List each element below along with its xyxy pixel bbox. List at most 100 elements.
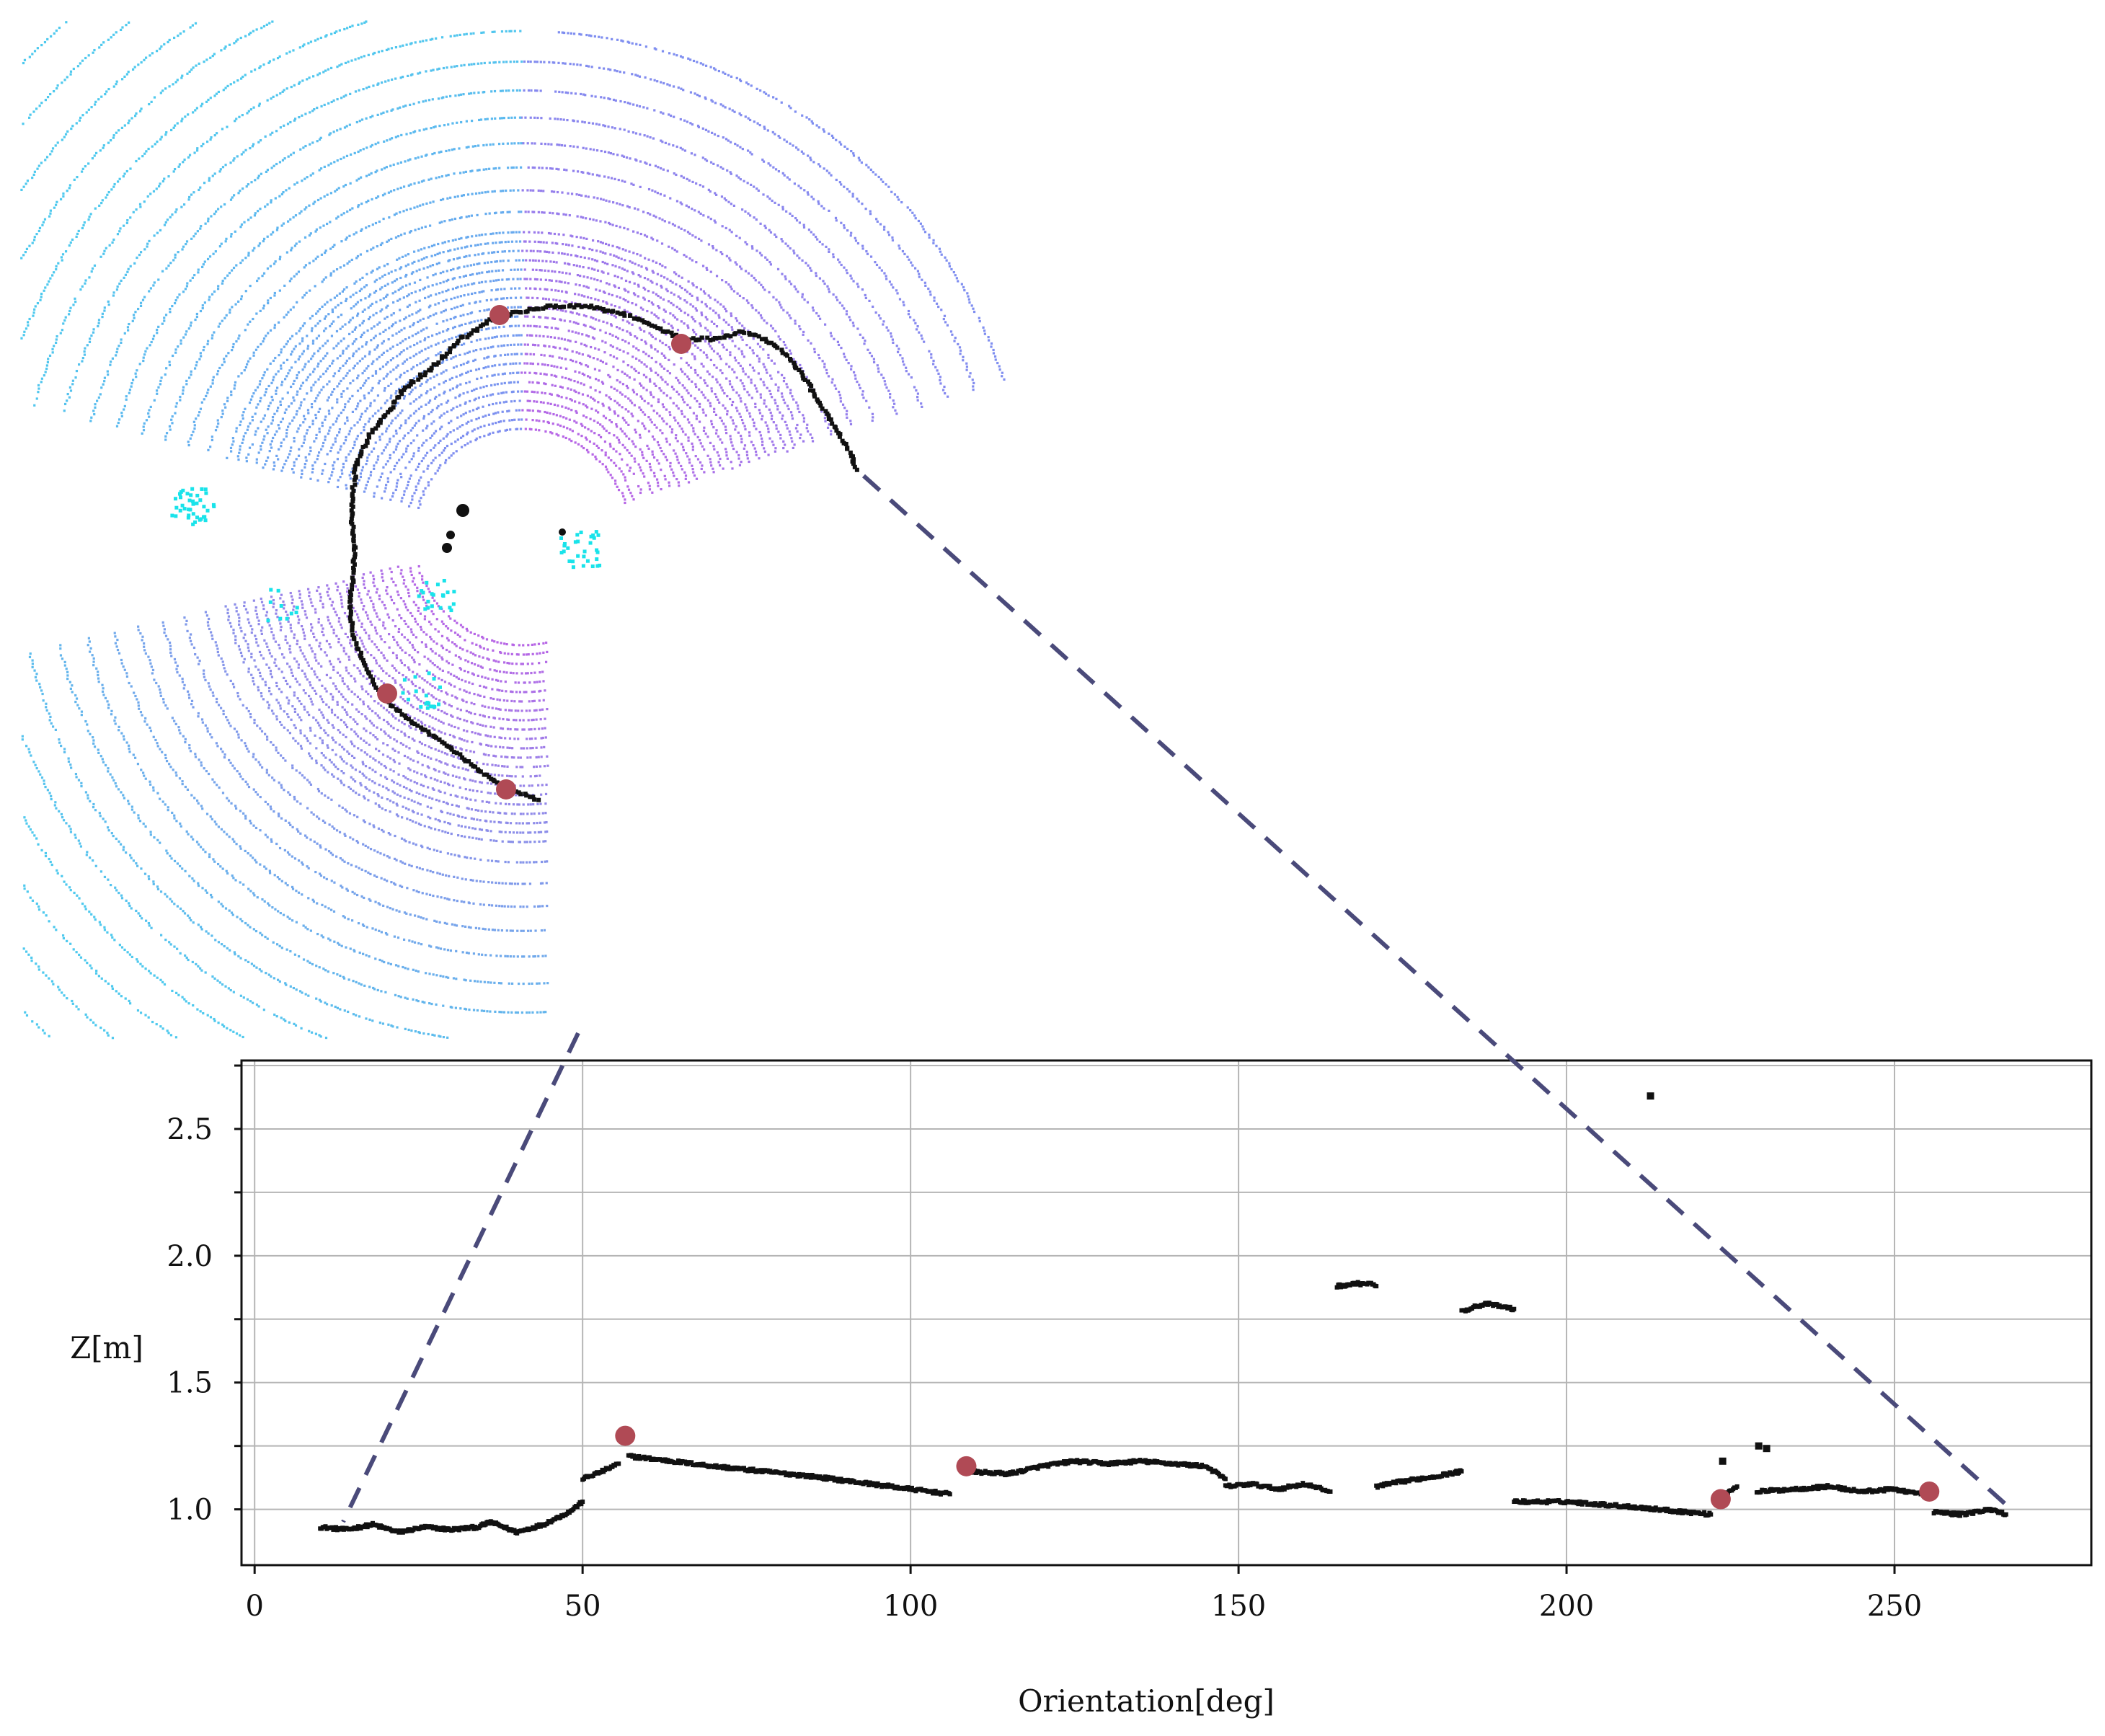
lidar-point xyxy=(330,604,333,607)
lidar-point xyxy=(346,587,349,590)
lidar-point xyxy=(752,443,755,447)
lidar-point xyxy=(513,812,516,815)
lidar-point xyxy=(802,420,805,423)
lidar-point xyxy=(543,211,546,214)
lidar-point xyxy=(424,296,427,300)
lidar-point xyxy=(617,286,621,290)
lidar-point xyxy=(336,703,339,706)
lidar-point xyxy=(539,774,541,777)
lidar-point xyxy=(389,810,391,813)
lidar-point xyxy=(401,385,404,388)
lidar-point xyxy=(603,427,606,430)
lidar-point xyxy=(269,362,272,366)
lidar-point xyxy=(522,803,525,806)
lidar-point xyxy=(458,324,461,327)
lidar-point xyxy=(541,727,544,730)
lidar-point xyxy=(385,484,388,487)
lidar-point xyxy=(460,343,464,347)
lidar-point xyxy=(290,353,293,356)
lidar-point xyxy=(590,267,593,270)
lidar-point xyxy=(270,631,273,634)
lidar-point xyxy=(466,807,469,810)
lidar-point xyxy=(522,784,526,787)
lidar-point xyxy=(447,240,450,243)
lidar-point xyxy=(277,458,280,461)
lidar-point xyxy=(299,732,302,735)
lidar-point xyxy=(487,754,490,757)
lidar-point xyxy=(464,768,467,771)
lidar-point xyxy=(336,398,339,401)
lidar-point xyxy=(601,425,604,428)
lidar-point xyxy=(674,419,677,422)
lidar-point xyxy=(487,744,490,747)
lidar-point xyxy=(422,691,425,694)
lidar-point xyxy=(511,691,514,694)
lidar-point xyxy=(498,736,501,739)
lidar-point xyxy=(399,234,403,236)
lidar-point xyxy=(293,464,296,467)
lidar-point xyxy=(256,386,260,389)
lidar-point xyxy=(278,643,280,647)
lidar-point xyxy=(410,368,413,371)
lidar-point xyxy=(581,424,584,428)
lidar-point xyxy=(621,430,624,433)
lidar-point xyxy=(342,760,345,763)
lidar-point xyxy=(517,738,520,740)
lidar-point xyxy=(467,283,470,286)
lidar-point xyxy=(437,441,440,445)
lidar-point xyxy=(533,231,536,234)
lidar-point xyxy=(404,254,407,257)
lidar-point xyxy=(474,780,477,783)
lidar-point xyxy=(384,329,387,332)
lidar-point xyxy=(418,740,421,744)
lidar-point xyxy=(247,643,249,646)
lidar-point xyxy=(386,262,389,266)
lidar-point xyxy=(484,725,487,727)
lidar-point xyxy=(335,634,338,637)
lidar-point xyxy=(549,431,552,434)
lidar-point xyxy=(416,750,419,753)
lidar-point xyxy=(426,467,429,470)
lidar-point xyxy=(491,270,494,273)
lidar-point xyxy=(635,347,638,350)
lidar-point xyxy=(336,434,339,437)
lidar-point xyxy=(331,308,334,311)
lidar-point xyxy=(486,270,489,274)
lidar-point xyxy=(474,770,477,774)
lidar-point xyxy=(492,402,495,406)
lidar-point xyxy=(423,774,427,777)
lidar-point xyxy=(468,691,471,694)
lidar-point xyxy=(448,259,451,262)
lidar-point xyxy=(717,314,720,316)
lidar-point xyxy=(441,647,445,650)
lidar-point xyxy=(546,708,549,711)
lidar-point xyxy=(666,369,669,373)
lidar-point xyxy=(686,404,689,407)
lidar-point xyxy=(381,601,384,603)
lidar-point xyxy=(480,280,484,284)
lidar-point xyxy=(531,719,533,722)
lidar-point xyxy=(478,262,481,265)
lidar-point xyxy=(386,315,389,319)
lidar-point xyxy=(367,693,370,696)
lidar-point xyxy=(582,236,585,240)
lidar-point xyxy=(238,616,241,619)
lidar-point xyxy=(613,479,617,482)
lidar-point xyxy=(724,432,728,435)
lidar-point xyxy=(557,252,560,254)
lidar-point xyxy=(378,749,381,753)
lidar-point xyxy=(461,435,465,438)
lidar-point xyxy=(668,443,671,446)
lidar-point xyxy=(556,394,559,397)
lidar-point xyxy=(337,479,340,482)
lidar-point xyxy=(307,360,310,363)
lidar-point xyxy=(718,341,721,344)
lidar-point xyxy=(453,685,456,688)
lidar-point xyxy=(297,663,301,666)
lidar-point xyxy=(386,283,389,285)
lidar-point xyxy=(396,355,399,358)
lidar-point xyxy=(678,307,681,311)
lidar-point xyxy=(382,669,385,673)
lidar-point xyxy=(304,691,307,695)
lidar-point xyxy=(681,412,683,415)
